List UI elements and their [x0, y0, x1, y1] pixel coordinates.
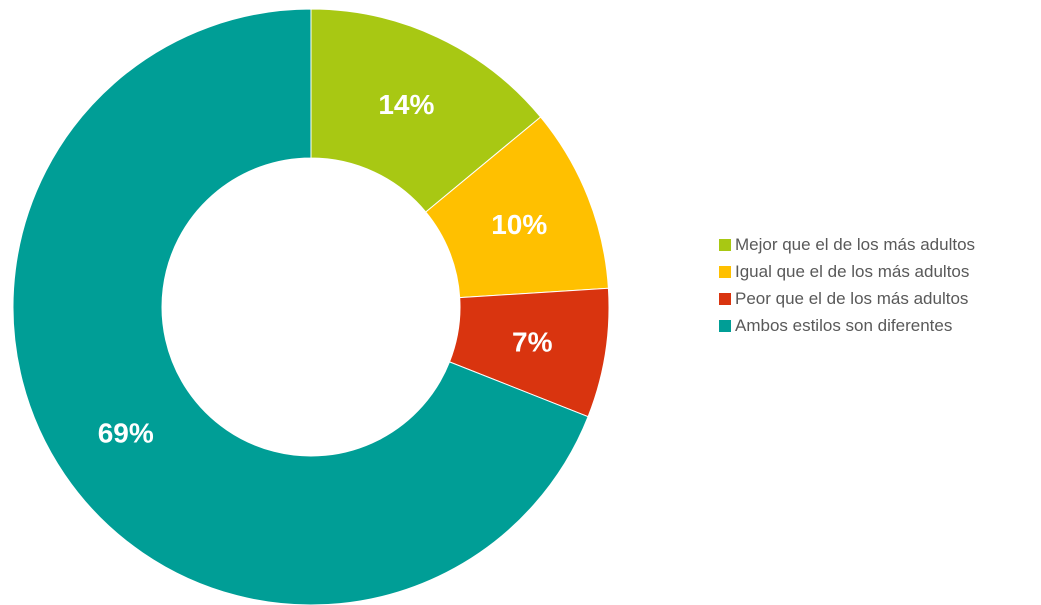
legend-swatch-diferentes	[719, 320, 731, 332]
legend-item-igual: Igual que el de los más adultos	[719, 259, 975, 285]
legend-item-peor: Peor que el de los más adultos	[719, 286, 975, 312]
legend-label-igual: Igual que el de los más adultos	[735, 262, 970, 281]
donut-slice-mejor	[310, 8, 542, 213]
donut-slices	[12, 8, 610, 605]
chart-legend: Mejor que el de los más adultos Igual qu…	[719, 232, 975, 340]
legend-swatch-peor	[719, 293, 731, 305]
slice-label-peor: 7%	[512, 327, 553, 358]
legend-label-diferentes: Ambos estilos son diferentes	[735, 316, 953, 335]
slice-label-diferentes: 69%	[98, 417, 154, 448]
legend-swatch-igual	[719, 266, 731, 278]
donut-slice-labels: 14% 10% 7% 69%	[98, 89, 553, 449]
legend-label-mejor: Mejor que el de los más adultos	[735, 235, 976, 254]
legend-item-diferentes: Ambos estilos son diferentes	[719, 313, 975, 339]
legend-swatch-mejor	[719, 239, 731, 251]
legend-item-mejor: Mejor que el de los más adultos	[719, 232, 975, 258]
legend-label-peor: Peor que el de los más adultos	[735, 289, 969, 308]
slice-label-mejor: 14%	[378, 89, 434, 120]
slice-label-igual: 10%	[491, 209, 547, 240]
